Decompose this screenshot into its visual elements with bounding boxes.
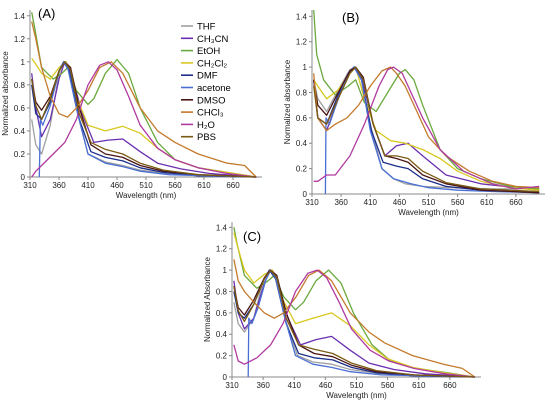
- y-tick-label: 0.8: [216, 287, 228, 296]
- x-tick-label: 460: [110, 181, 124, 190]
- x-axis-label: Wavelength (nm): [398, 208, 459, 217]
- x-tick-label: 310: [305, 198, 319, 207]
- legend-entry: DMSO: [197, 95, 226, 106]
- x-tick-label: 660: [443, 381, 457, 390]
- series-line-h2o: [313, 66, 540, 190]
- x-tick-label: 460: [319, 381, 333, 390]
- series-line-h2o: [31, 61, 257, 178]
- x-tick-label: 560: [168, 181, 182, 190]
- x-tick-label: 460: [393, 198, 407, 207]
- x-tick-label: 360: [52, 181, 66, 190]
- series-line-h2o: [233, 269, 475, 378]
- series-line-acetone: [38, 61, 257, 178]
- x-tick-label: 410: [288, 381, 302, 390]
- y-tick-label: 0.2: [296, 165, 308, 174]
- y-tick-label: 1.2: [216, 245, 228, 254]
- y-tick-label: 1.2: [14, 35, 26, 44]
- y-tick-label: 1.2: [296, 38, 308, 47]
- series-line-etoh: [313, 9, 540, 190]
- legend-entry: CH₂Cl₂: [197, 58, 227, 69]
- y-tick-label: 0.2: [216, 352, 228, 361]
- y-tick-label: 0.6: [296, 114, 308, 123]
- legend-entry: DMF: [197, 71, 218, 82]
- series-line-acetone: [324, 66, 540, 195]
- x-tick-label: 610: [480, 198, 494, 207]
- panel-a: 0 0.2 0.4 0.6 0.8 1 1.2 1.4 310 360 410 460 510 560 61…: [1, 6, 262, 200]
- y-tick-label: 1: [21, 58, 26, 67]
- x-axis-label: Wavelength (nm): [326, 391, 387, 400]
- series-line-dmf: [233, 269, 475, 378]
- x-tick-label: 560: [381, 381, 395, 390]
- legend-entry: CHCl₃: [197, 108, 224, 119]
- x-tick-label: 410: [364, 198, 378, 207]
- y-tick-label: 1: [223, 266, 228, 275]
- panel-label: (C): [243, 229, 261, 244]
- x-tick-label: 660: [509, 198, 523, 207]
- series-line-chcl3: [31, 21, 257, 178]
- series-line-ch3cn: [233, 269, 475, 378]
- x-tick-label: 510: [350, 381, 364, 390]
- y-axis-label: Normalized absorbance: [1, 51, 10, 136]
- y-tick-label: 0.4: [296, 139, 308, 148]
- y-tick-label: 0.2: [14, 150, 26, 159]
- y-axis-label: Normalized absorbance: [283, 59, 292, 144]
- y-tick-label: 0.4: [216, 330, 228, 339]
- y-tick-label: 0.4: [14, 127, 26, 136]
- series-line-thf: [313, 66, 540, 190]
- y-tick-label: 0: [21, 173, 26, 182]
- series-line-dmf: [31, 61, 257, 178]
- panel-label: (A): [38, 6, 55, 21]
- legend-entry: acetone: [197, 83, 231, 94]
- series-line-pbs: [31, 61, 257, 178]
- y-tick-label: 1.4: [216, 223, 228, 232]
- series-line-thf: [233, 269, 475, 378]
- series-line-etoh: [233, 227, 475, 378]
- x-tick-label: 360: [256, 381, 270, 390]
- legend-entry: THF: [197, 22, 216, 33]
- x-tick-label: 410: [81, 181, 95, 190]
- series-line-ch2cl2: [313, 66, 540, 191]
- x-tick-label: 560: [451, 198, 465, 207]
- series-line-ch3cn: [31, 61, 257, 178]
- series-line-ch2cl2: [233, 232, 475, 378]
- x-tick-label: 610: [197, 181, 211, 190]
- y-axis-label: Normalized Absorbance: [203, 256, 212, 341]
- legend-entry: EtOH: [197, 46, 220, 57]
- y-tick-label: 1: [303, 63, 308, 72]
- series-line-chcl3: [233, 259, 476, 378]
- x-axis-label: Wavelength (nm): [116, 191, 177, 200]
- y-tick-label: 0.6: [14, 104, 26, 113]
- y-tick-label: 0.6: [216, 309, 228, 318]
- legend-entry: PBS: [197, 132, 216, 143]
- x-tick-label: 610: [412, 381, 426, 390]
- x-tick-label: 510: [422, 198, 436, 207]
- y-tick-label: 0.8: [296, 88, 308, 97]
- series-line-pbs: [233, 269, 475, 378]
- x-tick-label: 510: [139, 181, 153, 190]
- legend-entry: H₂O: [197, 120, 215, 131]
- panel-label: (B): [342, 10, 359, 25]
- y-tick-label: 0: [223, 373, 228, 382]
- x-tick-label: 360: [334, 198, 348, 207]
- y-tick-label: 1.4: [296, 12, 308, 21]
- series-line-dmso: [233, 269, 475, 378]
- series-line-pbs: [313, 66, 540, 193]
- y-tick-label: 0.8: [14, 81, 26, 90]
- panel-b: 0 0.2 0.4 0.6 0.8 1 1.2 1.4 310 360 410 460 510 560 61…: [283, 9, 545, 217]
- series-line-ch3cn: [313, 66, 540, 191]
- y-tick-label: 1.4: [14, 12, 26, 21]
- series-line-thf: [31, 61, 257, 178]
- x-tick-label: 310: [23, 181, 37, 190]
- series-line-dmso: [31, 61, 257, 178]
- legend-entry: CH₃CN: [197, 34, 228, 45]
- x-tick-label: 660: [226, 181, 240, 190]
- y-tick-label: 0: [303, 190, 308, 199]
- series-line-chcl3: [313, 66, 540, 189]
- x-tick-label: 310: [225, 381, 239, 390]
- panel-c: 0 0.2 0.4 0.6 0.8 1 1.2 1.4 310 360 410 460 510 560 61…: [203, 222, 481, 400]
